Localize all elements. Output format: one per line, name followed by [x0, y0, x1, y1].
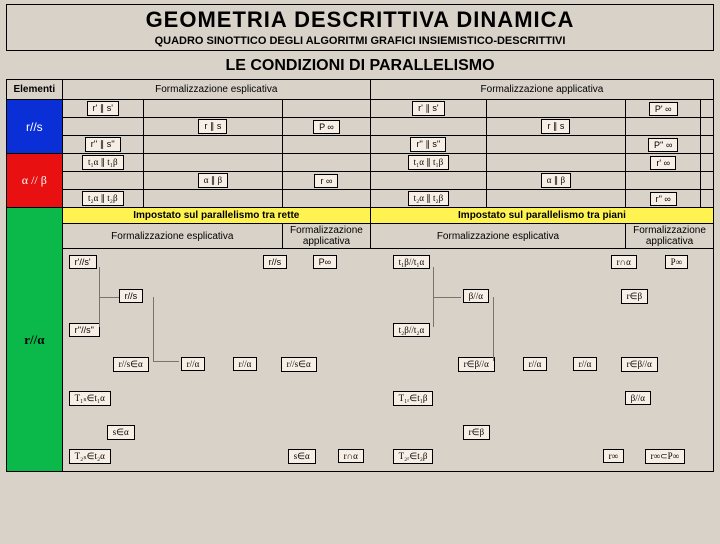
- fb: r//α: [523, 357, 548, 371]
- subtitle: QUADRO SINOTTICO DEGLI ALGORITMI GRAFICI…: [7, 35, 713, 50]
- main-title: GEOMETRIA DESCRITTIVA DINAMICA: [7, 5, 713, 35]
- section-title: LE CONDIZIONI DI PARALLELISMO: [0, 53, 720, 79]
- cell: t₁α ∥ t₁β: [82, 155, 124, 170]
- cell: α ∥ β: [541, 173, 571, 188]
- fb: T₁ₛ∈t₁α: [69, 391, 111, 406]
- lbl-fe2: Formalizzazione esplicativa: [370, 224, 625, 249]
- lbl-fe: Formalizzazione esplicativa: [62, 224, 282, 249]
- fb: r∈β: [463, 425, 490, 440]
- col-fe: Formalizzazione esplicativa: [62, 80, 370, 100]
- fb: r//α: [181, 357, 206, 371]
- fb: r∈β//α: [621, 357, 658, 372]
- main-table: Elementi Formalizzazione esplicativa For…: [6, 79, 714, 472]
- fb: r''//s'': [69, 323, 100, 337]
- fb: s∈α: [107, 425, 135, 440]
- fb: t₂β//t₂α: [393, 323, 431, 337]
- cell: r'' ∥ s'': [410, 137, 446, 152]
- row-label-ra: r//α: [7, 208, 63, 472]
- col-elementi: Elementi: [7, 80, 63, 100]
- fb: r∈β: [621, 289, 648, 304]
- fb: r//s: [263, 255, 288, 269]
- cell: r'' ∥ s'': [85, 137, 121, 152]
- fb: r∩α: [338, 449, 364, 463]
- cell: α ∥ β: [198, 173, 228, 188]
- col-fa: Formalizzazione applicativa: [370, 80, 713, 100]
- fb: r∩α: [611, 255, 637, 269]
- cell: r' ∥ s': [412, 101, 444, 116]
- fb: s∈α: [288, 449, 316, 464]
- page: GEOMETRIA DESCRITTIVA DINAMICA QUADRO SI…: [0, 4, 720, 544]
- fb: β//α: [625, 391, 651, 405]
- row-label-ab: α // β: [7, 154, 63, 208]
- fb: T₁ᵣ∈t₁β: [393, 391, 434, 406]
- fb: r∞: [603, 449, 624, 463]
- fb: r//α: [233, 357, 258, 371]
- fb: P∞: [313, 255, 337, 269]
- fb: r∈β//α: [458, 357, 495, 372]
- lbl-fa: Formalizzazione applicativa: [282, 224, 370, 249]
- cell: P'' ∞: [648, 138, 678, 152]
- fb: P∞: [665, 255, 688, 269]
- group-left: Impostato sul parallelismo tra rette: [62, 208, 370, 224]
- fb: r∞⊂P∞: [645, 449, 685, 464]
- header: GEOMETRIA DESCRITTIVA DINAMICA QUADRO SI…: [6, 4, 714, 51]
- cell: r ∥ s: [198, 119, 227, 134]
- cell: P' ∞: [649, 102, 678, 116]
- flow-area: r'//s' r//s r''//s'' r//s∈α T₁ₛ∈t₁α s∈α …: [63, 249, 713, 471]
- cell: r' ∞: [650, 156, 676, 170]
- cell: t₂α ∥ t₂β: [82, 191, 124, 206]
- fb: r//s∈α: [113, 357, 149, 372]
- cell: t₂α ∥ t₂β: [408, 191, 450, 206]
- fb: r//s∈α: [281, 357, 317, 372]
- cell: t₁α ∥ t₁β: [408, 155, 450, 170]
- fb: r'//s': [69, 255, 97, 269]
- cell: r ∥ s: [541, 119, 570, 134]
- fb: t₁β//t₁α: [393, 255, 431, 269]
- group-right: Impostato sul parallelismo tra piani: [370, 208, 713, 224]
- cell: P ∞: [313, 120, 340, 134]
- fb: T₂ᵣ∈t₂β: [393, 449, 434, 464]
- fb: r//s: [119, 289, 144, 303]
- cell: r ∞: [314, 174, 338, 188]
- fb: T₂ₛ∈t₂α: [69, 449, 111, 464]
- cell: r' ∥ s': [87, 101, 119, 116]
- fb: r//α: [573, 357, 598, 371]
- lbl-fa2: Formalizzazione applicativa: [626, 224, 714, 249]
- cell: r'' ∞: [650, 192, 677, 206]
- row-label-rs: r//s: [7, 100, 63, 154]
- fb: β//α: [463, 289, 489, 303]
